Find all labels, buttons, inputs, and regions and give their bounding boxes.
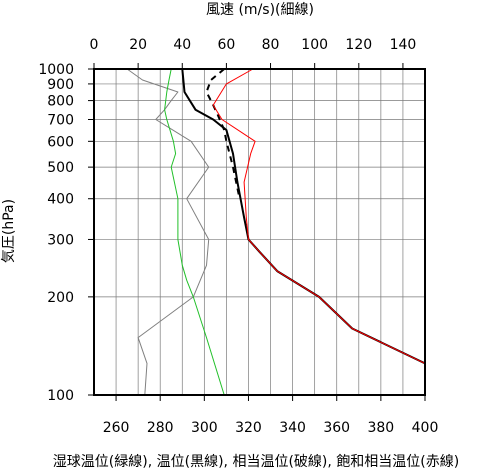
top-tick-label: 120 bbox=[345, 37, 372, 53]
series-line-4 bbox=[212, 68, 426, 364]
bottom-tick-label: 400 bbox=[412, 420, 439, 436]
y-tick-label: 900 bbox=[47, 77, 74, 93]
y-tick-label: 300 bbox=[47, 232, 74, 248]
top-tick-label: 20 bbox=[129, 37, 147, 53]
top-axis-title: 風速 (m/s)(細線) bbox=[206, 2, 314, 18]
series-line-1 bbox=[164, 68, 225, 396]
bottom-tick-label: 380 bbox=[367, 420, 394, 436]
series-line-0 bbox=[126, 68, 210, 396]
tick-layer: 0 20 40 60 80 100 120 140 260 280 300 320 340 360 380 4… bbox=[38, 37, 438, 436]
series-line-3 bbox=[205, 68, 241, 199]
y-tick-label: 800 bbox=[47, 94, 74, 110]
top-tick-label: 0 bbox=[90, 37, 99, 53]
top-tick-label: 40 bbox=[173, 37, 191, 53]
y-axis-title: 気圧(hPa) bbox=[1, 199, 17, 263]
y-tick-label: 400 bbox=[47, 192, 74, 208]
plot-frame bbox=[93, 68, 426, 396]
bottom-tick-label: 300 bbox=[191, 420, 218, 436]
y-tick-label: 100 bbox=[47, 388, 74, 404]
grid-lines bbox=[93, 68, 426, 396]
series-layer bbox=[126, 68, 426, 396]
y-tick-label: 700 bbox=[47, 112, 74, 128]
bottom-tick-label: 260 bbox=[103, 420, 130, 436]
top-tick-label: 100 bbox=[301, 37, 328, 53]
bottom-tick-label: 340 bbox=[279, 420, 306, 436]
bottom-tick-label: 280 bbox=[147, 420, 174, 436]
bottom-axis-title: 湿球温位(緑線), 温位(黒線), 相当温位(破線), 飽和相当温位(赤線) bbox=[53, 453, 459, 470]
y-tick-label: 200 bbox=[47, 290, 74, 306]
top-tick-label: 80 bbox=[262, 37, 280, 53]
y-tick-label: 500 bbox=[47, 160, 74, 176]
bottom-tick-label: 360 bbox=[323, 420, 350, 436]
bottom-tick-label: 320 bbox=[235, 420, 262, 436]
top-tick-label: 60 bbox=[217, 37, 235, 53]
y-tick-label: 600 bbox=[47, 134, 74, 150]
top-tick-label: 140 bbox=[390, 37, 417, 53]
y-tick-label: 1000 bbox=[38, 62, 74, 78]
